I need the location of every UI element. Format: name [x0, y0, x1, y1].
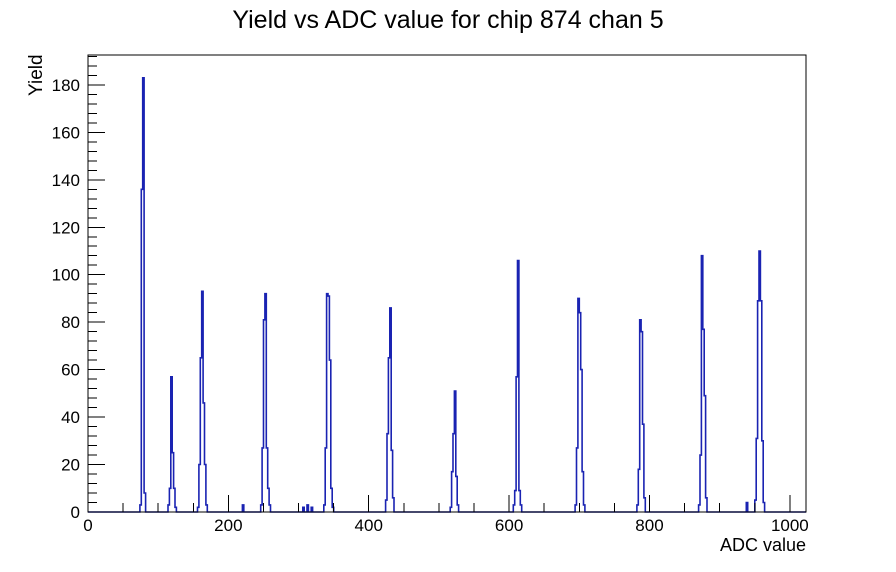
- y-tick-label: 60: [61, 361, 80, 380]
- x-tick-label: 1000: [771, 516, 809, 535]
- x-tick-label: 600: [495, 516, 523, 535]
- plot-frame: [87, 54, 807, 513]
- y-tick-label: 120: [52, 218, 80, 237]
- y-tick-label: 0: [71, 503, 80, 522]
- x-tick-label: 400: [355, 516, 383, 535]
- x-tick-label: 0: [83, 516, 92, 535]
- x-tick-label: 800: [635, 516, 663, 535]
- y-tick-labels: 0 20 40 60 80 100 120 140 160 180: [52, 76, 80, 522]
- x-tick-label: 200: [214, 516, 242, 535]
- y-tick-label: 140: [52, 171, 80, 190]
- y-tick-label: 20: [61, 456, 80, 475]
- y-tick-label: 40: [61, 408, 80, 427]
- histogram-line: [88, 77, 806, 513]
- x-tick-labels: 0 200 400 600 800 1000: [83, 516, 809, 535]
- chart-title: Yield vs ADC value for chip 874 chan 5: [232, 6, 664, 34]
- y-tick-label: 180: [52, 76, 80, 95]
- axes: [87, 54, 807, 513]
- x-axis-title: ADC value: [719, 535, 806, 555]
- y-tick-label: 100: [52, 266, 80, 285]
- y-tick-label: 160: [52, 123, 80, 142]
- y-tick-label: 80: [61, 313, 80, 332]
